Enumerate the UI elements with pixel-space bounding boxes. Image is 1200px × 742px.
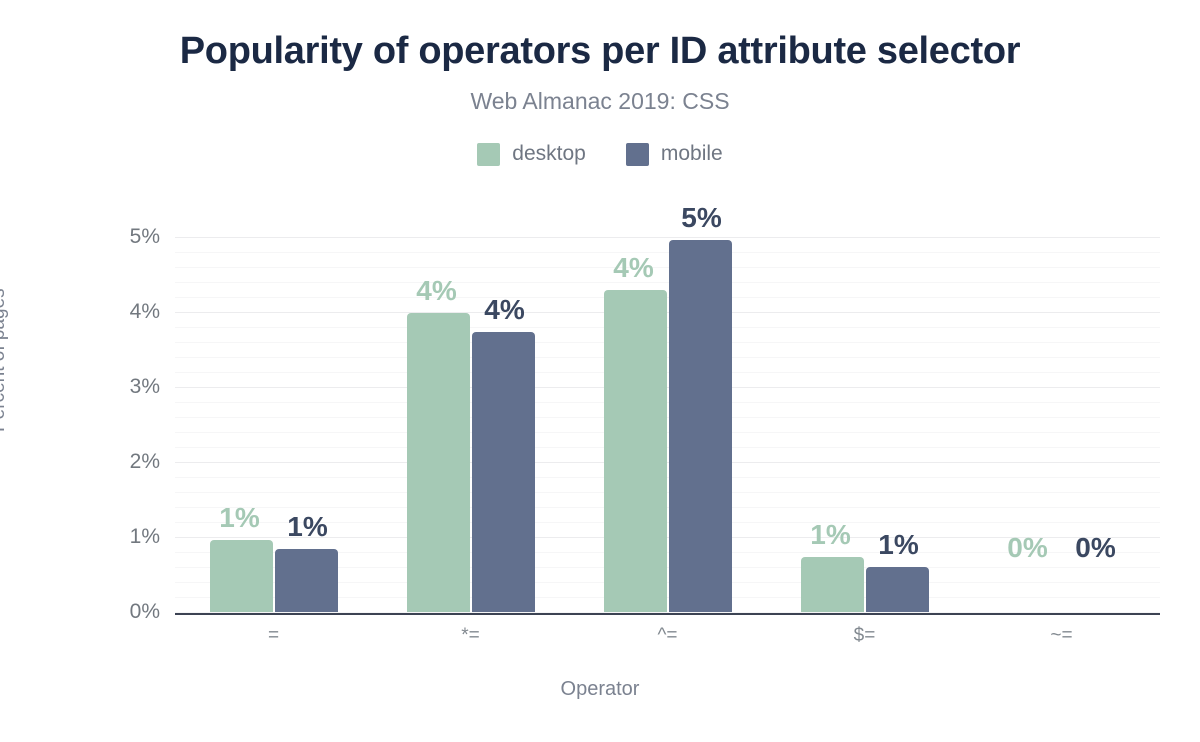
bar-mobile[interactable] bbox=[865, 567, 929, 612]
bar-value-label-mobile: 5% bbox=[681, 202, 722, 233]
gridline-major bbox=[175, 462, 1160, 463]
y-tick-label: 2% bbox=[129, 450, 160, 473]
y-tick-label: 4% bbox=[129, 300, 160, 323]
legend-label-desktop: desktop bbox=[512, 142, 586, 165]
plot-area: 1% 1% = 4% 4% *= 4% 5% ^= 1% 1% $= 0% 0% ~= bbox=[175, 202, 1160, 646]
gridline-minor bbox=[175, 582, 1160, 583]
y-tick-label: 1% bbox=[129, 525, 160, 548]
y-tick-label: 3% bbox=[129, 375, 160, 398]
gridline-minor bbox=[175, 567, 1160, 568]
bar-mobile[interactable] bbox=[274, 549, 338, 612]
legend-label-mobile: mobile bbox=[660, 142, 723, 165]
gridline-minor bbox=[175, 372, 1160, 373]
bar-desktop[interactable] bbox=[603, 290, 667, 612]
bar-pair bbox=[569, 237, 766, 612]
x-axis-line bbox=[175, 612, 1160, 615]
x-tick-label: ~= bbox=[1050, 625, 1073, 646]
gridline-minor bbox=[175, 267, 1160, 268]
bar-mobile[interactable] bbox=[471, 332, 535, 612]
bar-value-label-mobile: 1% bbox=[878, 529, 919, 560]
gridline-minor bbox=[175, 507, 1160, 508]
chart-subtitle: Web Almanac 2019: CSS bbox=[470, 88, 730, 114]
y-tick-label: 0% bbox=[129, 600, 160, 623]
gridline-minor bbox=[175, 402, 1160, 403]
gridline-minor bbox=[175, 327, 1160, 328]
x-tick-label: $= bbox=[853, 625, 876, 646]
bar-group bbox=[372, 237, 569, 612]
gridline-minor bbox=[175, 477, 1160, 478]
gridline-minor bbox=[175, 252, 1160, 253]
gridline-minor bbox=[175, 297, 1160, 298]
gridline-major bbox=[175, 537, 1160, 538]
gridline-major bbox=[175, 312, 1160, 313]
bar-pair bbox=[175, 237, 372, 612]
gridline-minor bbox=[175, 612, 1160, 613]
x-axis-title: Operator bbox=[560, 678, 640, 700]
bar-value-label-desktop: 4% bbox=[613, 252, 654, 284]
gridline-minor bbox=[175, 417, 1160, 418]
legend-item-mobile[interactable]: mobile bbox=[625, 142, 723, 166]
gridline-major bbox=[175, 387, 1160, 388]
y-axis-title: Percent of pages bbox=[0, 288, 9, 432]
bar-pair bbox=[963, 237, 1160, 612]
gridline-minor bbox=[175, 492, 1160, 493]
gridline-minor bbox=[175, 522, 1160, 523]
bar-value-label-mobile: 1% bbox=[287, 511, 328, 542]
gridline-minor bbox=[175, 282, 1160, 283]
gridline-minor bbox=[175, 357, 1160, 358]
bar-desktop[interactable] bbox=[406, 312, 470, 612]
bar-mobile[interactable] bbox=[668, 240, 732, 612]
chart-title: Popularity of operators per ID attribute… bbox=[179, 30, 1021, 72]
bar-group bbox=[569, 237, 766, 612]
bar-pair bbox=[372, 237, 569, 612]
x-tick-label: = bbox=[267, 625, 280, 646]
legend-swatch-mobile bbox=[625, 142, 649, 166]
bar-value-label-desktop: 1% bbox=[810, 519, 851, 551]
legend-swatch-desktop bbox=[477, 142, 501, 166]
gridline-minor bbox=[175, 552, 1160, 553]
y-tick-label: 5% bbox=[129, 225, 160, 248]
gridline-minor bbox=[175, 447, 1160, 448]
bar-value-label-desktop: 0% bbox=[1007, 532, 1048, 563]
bar-value-label-desktop: 4% bbox=[416, 274, 457, 306]
bar-value-label-desktop: 1% bbox=[219, 502, 260, 533]
bar-group bbox=[175, 237, 372, 612]
bar-pair bbox=[766, 237, 963, 612]
bar-group bbox=[766, 237, 963, 612]
bar-group bbox=[963, 237, 1160, 612]
chart-legend: desktop mobile bbox=[0, 142, 1200, 166]
gridline-major bbox=[175, 237, 1160, 238]
x-tick-label: *= bbox=[461, 625, 480, 646]
bar-value-label-mobile: 4% bbox=[484, 294, 525, 326]
gridline-minor bbox=[175, 432, 1160, 433]
bar-value-label-mobile: 0% bbox=[1075, 532, 1116, 563]
gridline-minor bbox=[175, 342, 1160, 343]
bar-desktop[interactable] bbox=[800, 557, 864, 612]
legend-item-desktop[interactable]: desktop bbox=[477, 142, 586, 166]
x-tick-label: ^= bbox=[657, 625, 678, 646]
bar-desktop[interactable] bbox=[209, 540, 273, 612]
gridline-minor bbox=[175, 597, 1160, 598]
